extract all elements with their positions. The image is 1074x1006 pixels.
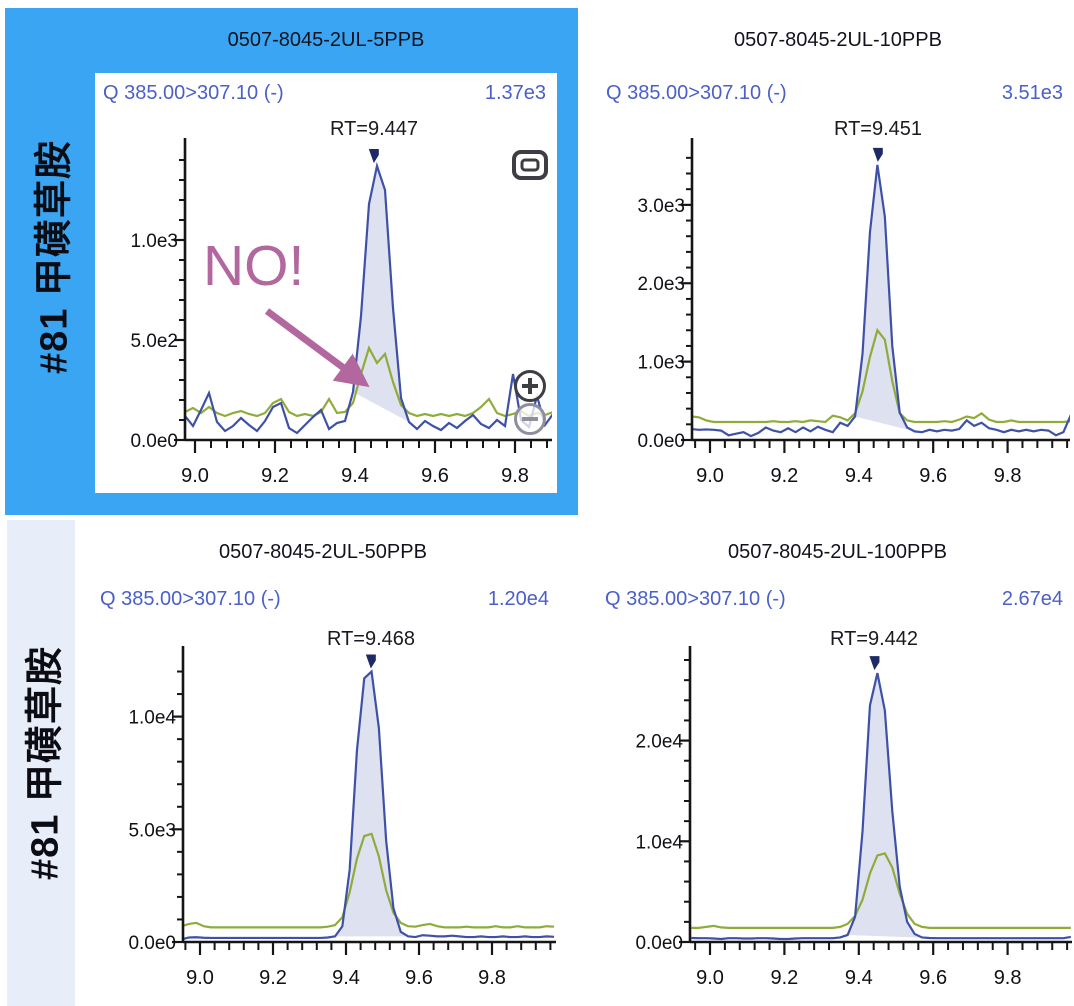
annotation-text: NO! <box>203 234 305 298</box>
compound-label-row1: #81 甲磺草胺 <box>33 140 76 374</box>
selected-cell-plot-surface <box>95 73 557 493</box>
signal-max-label-5ppb: 1.37e3 <box>484 82 546 104</box>
rt-label-100ppb: RT=9.442 <box>829 628 919 650</box>
signal-max-label-50ppb: 1.20e4 <box>487 588 549 610</box>
transition-label-5ppb: Q 385.00>307.10 (-) <box>103 82 284 104</box>
sample-title-100ppb: 0507-8045-2UL-100PPB <box>727 541 948 563</box>
sample-title-5ppb: 0507-8045-2UL-5PPB <box>227 29 425 51</box>
zoom-in-icon[interactable] <box>512 368 548 404</box>
transition-label-10ppb: Q 385.00>307.10 (-) <box>606 82 787 104</box>
maximize-panel-icon[interactable] <box>511 149 549 181</box>
sample-title-10ppb: 0507-8045-2UL-10PPB <box>734 29 942 51</box>
transition-label-50ppb: Q 385.00>307.10 (-) <box>100 588 281 610</box>
compound-label-row2: #81 甲磺草胺 <box>24 646 67 880</box>
rt-label-5ppb: RT=9.447 <box>329 118 419 140</box>
signal-max-label-100ppb: 2.67e4 <box>1001 588 1063 610</box>
compound-row-label-strip[interactable] <box>7 520 75 1006</box>
sample-title-50ppb: 0507-8045-2UL-50PPB <box>219 541 427 563</box>
signal-max-label-10ppb: 3.51e3 <box>1001 82 1063 104</box>
rt-label-10ppb: RT=9.451 <box>833 118 923 140</box>
rt-label-50ppb: RT=9.468 <box>326 628 416 650</box>
transition-label-100ppb: Q 385.00>307.10 (-) <box>605 588 786 610</box>
zoom-out-icon[interactable] <box>512 401 548 437</box>
